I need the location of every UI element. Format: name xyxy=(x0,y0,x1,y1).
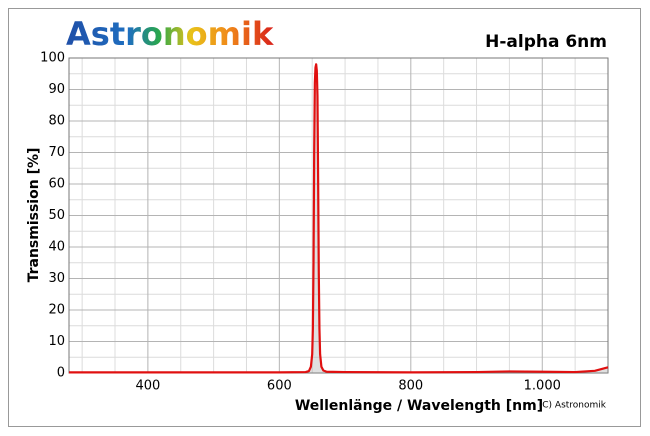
y-tick-label: 30 xyxy=(48,271,65,286)
series-line xyxy=(69,63,609,374)
y-axis-label: Transmission [%] xyxy=(26,148,42,283)
x-tick-label: 400 xyxy=(135,379,160,394)
x-tick-label: 800 xyxy=(398,379,423,394)
y-tick-label: 20 xyxy=(48,303,65,318)
x-axis-label: Wellenlänge / Wavelength [nm] xyxy=(295,398,543,414)
y-tick-label: 0 xyxy=(57,366,65,381)
copyright: (C) Astronomik xyxy=(539,401,607,411)
y-tick-label: 40 xyxy=(48,240,65,255)
y-tick-label: 10 xyxy=(48,334,65,349)
y-tick-label: 90 xyxy=(48,82,65,97)
y-tick-label: 100 xyxy=(40,51,65,66)
y-tick-label: 70 xyxy=(48,145,65,160)
y-tick-label: 60 xyxy=(48,177,65,192)
y-tick-label: 50 xyxy=(48,208,65,223)
x-tick-label: 1.000 xyxy=(524,379,561,394)
y-tick-label: 80 xyxy=(48,114,65,129)
logo: Astronomik xyxy=(66,15,274,53)
x-tick-label: 600 xyxy=(267,379,292,394)
chart-title: H-alpha 6nm xyxy=(485,32,607,52)
